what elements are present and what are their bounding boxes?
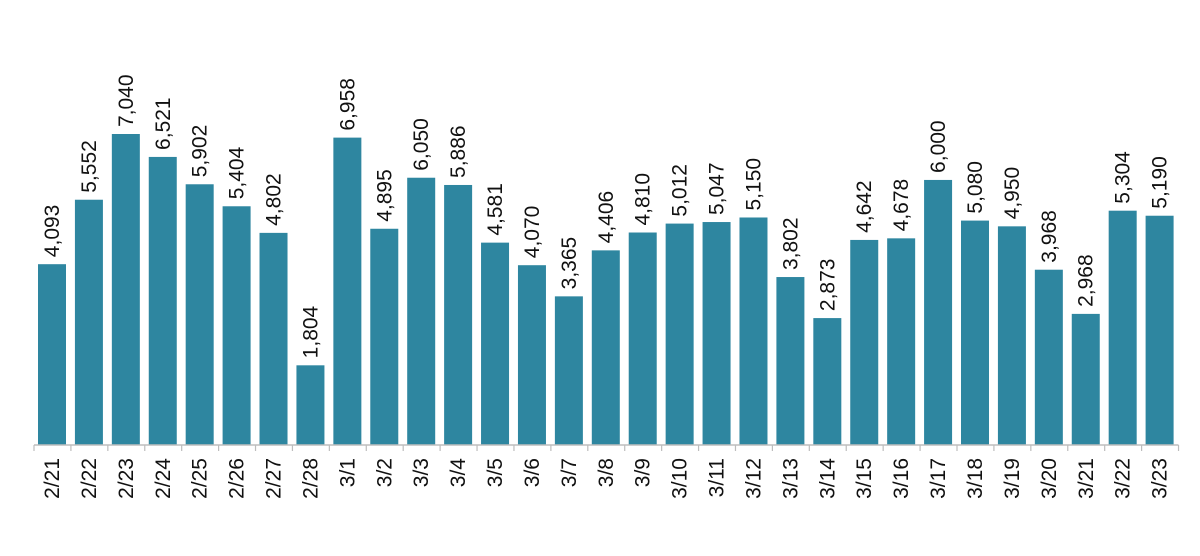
bar-3-12 bbox=[739, 217, 768, 445]
value-label: 5,190 bbox=[1149, 156, 1172, 209]
x-tick-label: 2/22 bbox=[78, 458, 101, 499]
value-label: 6,000 bbox=[927, 120, 950, 173]
value-label: 6,050 bbox=[410, 118, 433, 171]
x-tick-label: 3/8 bbox=[595, 458, 618, 487]
value-label: 4,581 bbox=[484, 183, 507, 236]
bar-3-14 bbox=[813, 318, 842, 445]
x-tick-label: 2/27 bbox=[263, 458, 286, 499]
x-tick-label: 3/11 bbox=[706, 458, 729, 497]
value-label: 5,304 bbox=[1112, 151, 1135, 204]
value-label: 5,404 bbox=[226, 146, 249, 199]
bar-3-9 bbox=[628, 232, 657, 445]
bar-3-11 bbox=[702, 222, 731, 445]
bar-3-23 bbox=[1145, 215, 1174, 445]
x-tick-label: 3/16 bbox=[890, 458, 913, 499]
x-tick-label: 3/4 bbox=[447, 458, 470, 488]
x-tick-label: 3/7 bbox=[558, 458, 581, 487]
value-label: 6,521 bbox=[152, 97, 175, 150]
bar-3-2 bbox=[370, 228, 399, 445]
x-tick-label: 3/1 bbox=[336, 458, 359, 487]
value-label: 2,873 bbox=[816, 259, 839, 312]
bar-3-8 bbox=[591, 250, 620, 445]
x-tick-label: 3/5 bbox=[484, 458, 507, 487]
x-tick-label: 2/25 bbox=[189, 458, 212, 499]
x-tick-label: 2/24 bbox=[152, 458, 175, 499]
x-tick-label: 3/14 bbox=[816, 458, 839, 499]
bar-3-21 bbox=[1071, 313, 1100, 445]
x-tick-label: 2/21 bbox=[41, 458, 64, 499]
value-label: 3,968 bbox=[1038, 210, 1061, 263]
bar-3-4 bbox=[444, 184, 473, 446]
value-label: 6,958 bbox=[336, 78, 359, 131]
bar-3-16 bbox=[887, 238, 916, 445]
x-tick-label: 2/23 bbox=[115, 458, 138, 499]
x-tick-label: 3/9 bbox=[632, 458, 655, 487]
value-label: 4,950 bbox=[1001, 167, 1024, 220]
bar-3-7 bbox=[554, 296, 583, 445]
value-label: 5,552 bbox=[78, 140, 101, 193]
value-labels-group: 4,093 5,552 7,040 6,521 5,902 5,404 4,802 1,804… bbox=[41, 74, 1172, 358]
value-label: 4,802 bbox=[263, 173, 286, 226]
x-tick-label: 3/22 bbox=[1112, 458, 1135, 499]
bar-3-18 bbox=[961, 220, 989, 445]
value-label: 5,012 bbox=[669, 164, 692, 217]
value-label: 3,802 bbox=[779, 217, 802, 270]
x-tick-label: 3/15 bbox=[853, 458, 876, 499]
value-label: 5,047 bbox=[706, 162, 729, 215]
bar-2-27 bbox=[259, 232, 288, 445]
bar-2-22 bbox=[74, 199, 103, 445]
value-label: 4,895 bbox=[373, 169, 396, 222]
bars-group bbox=[38, 134, 1174, 446]
bar-3-17 bbox=[924, 179, 953, 445]
value-label: 4,093 bbox=[41, 205, 64, 258]
bar-3-10 bbox=[665, 223, 694, 445]
value-label: 4,642 bbox=[853, 180, 876, 233]
x-tick-label: 3/13 bbox=[779, 458, 802, 499]
value-label: 5,080 bbox=[964, 161, 987, 214]
bar-3-19 bbox=[997, 226, 1026, 445]
value-label: 5,886 bbox=[447, 125, 470, 178]
x-tick-label: 3/23 bbox=[1149, 458, 1172, 499]
value-label: 4,406 bbox=[595, 191, 618, 244]
bar-2-23 bbox=[111, 134, 140, 445]
x-tick-label: 3/19 bbox=[1001, 458, 1024, 499]
x-tick-label: 3/17 bbox=[927, 458, 950, 499]
bar-3-13 bbox=[776, 277, 805, 445]
value-label: 7,040 bbox=[115, 74, 138, 127]
value-label: 3,365 bbox=[558, 237, 581, 290]
value-label: 1,804 bbox=[299, 305, 322, 358]
bar-3-3 bbox=[407, 177, 436, 446]
bar-2-24 bbox=[148, 156, 177, 445]
x-tick-label: 3/18 bbox=[964, 458, 987, 499]
bar-2-26 bbox=[222, 206, 251, 445]
bar-2-21 bbox=[38, 264, 66, 445]
x-tick-label: 3/20 bbox=[1038, 458, 1061, 499]
value-label: 4,678 bbox=[890, 179, 913, 232]
x-tick-label: 3/2 bbox=[373, 458, 396, 487]
bar-3-1 bbox=[333, 137, 362, 445]
bar-3-5 bbox=[481, 242, 510, 445]
bar-2-25 bbox=[185, 184, 214, 445]
value-label: 5,902 bbox=[189, 125, 212, 178]
x-tick-label: 2/28 bbox=[299, 458, 322, 499]
x-tick-label: 2/26 bbox=[226, 458, 249, 499]
x-tick-label: 3/6 bbox=[521, 458, 544, 487]
value-label: 5,150 bbox=[742, 158, 765, 211]
x-tickmarks-group bbox=[33, 445, 1180, 451]
x-tick-labels-group: 2/21 2/22 2/23 2/24 2/25 2/26 2/27 2/28 3/1 3/2 3/… bbox=[41, 458, 1172, 499]
x-tick-label: 3/3 bbox=[410, 458, 433, 487]
x-tick-label: 3/21 bbox=[1075, 458, 1098, 499]
bar-3-22 bbox=[1108, 210, 1137, 445]
bar-3-20 bbox=[1034, 269, 1063, 445]
bar-3-6 bbox=[517, 265, 546, 445]
x-tick-label: 3/10 bbox=[669, 458, 692, 499]
value-label: 2,968 bbox=[1075, 254, 1098, 307]
value-label: 4,070 bbox=[521, 206, 544, 259]
bar-3-15 bbox=[850, 239, 879, 445]
bar-2-28 bbox=[296, 365, 325, 445]
value-label: 4,810 bbox=[632, 173, 655, 226]
x-tick-label: 3/12 bbox=[742, 458, 765, 499]
